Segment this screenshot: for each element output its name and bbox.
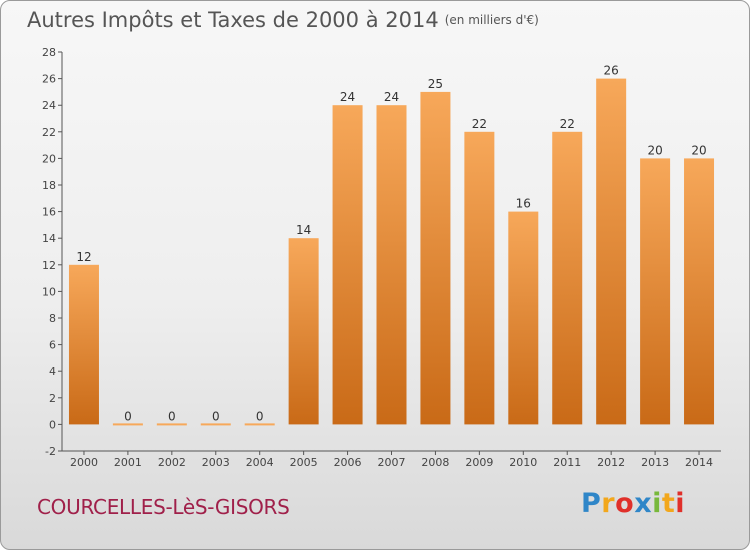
y-tick-label: -2 [45, 445, 56, 458]
bar [288, 238, 319, 425]
x-tick-label: 2000 [70, 456, 98, 469]
x-tick-label: 2010 [509, 456, 537, 469]
y-tick-label: 4 [49, 365, 56, 378]
data-label: 20 [647, 143, 662, 157]
title-text: Autres Impôts et Taxes de 2000 à 2014 [27, 8, 439, 32]
unit-label: (en milliers d'€) [444, 13, 539, 27]
bar [464, 131, 495, 425]
y-tick-label: 24 [42, 99, 56, 112]
y-tick-label: 6 [49, 339, 56, 352]
data-label: 26 [604, 64, 619, 78]
y-tick-label: 10 [42, 285, 56, 298]
bar [376, 105, 407, 425]
data-label: 0 [124, 409, 132, 423]
data-label: 0 [212, 409, 220, 423]
bar [68, 264, 99, 425]
x-tick-label: 2006 [334, 456, 362, 469]
x-tick-label: 2002 [158, 456, 186, 469]
chart-title: Autres Impôts et Taxes de 2000 à 2014 (en… [27, 8, 539, 32]
x-tick-label: 2008 [421, 456, 449, 469]
bar [552, 131, 583, 425]
logo-letter: x [634, 488, 653, 519]
x-tick-label: 2004 [246, 456, 274, 469]
logo-letter: r [601, 488, 616, 519]
data-label: 14 [296, 223, 311, 237]
data-label: 24 [384, 90, 399, 104]
y-tick-label: 16 [42, 206, 56, 219]
y-tick-label: 2 [49, 392, 56, 405]
data-label: 25 [428, 77, 443, 91]
bar [200, 423, 231, 426]
bar [640, 158, 671, 425]
bar [156, 423, 187, 426]
y-tick-label: 20 [42, 152, 56, 165]
town-name: COURCELLES-LèS-GISORS [37, 495, 290, 519]
data-label: 20 [691, 143, 706, 157]
logo-letter: o [615, 488, 635, 519]
proxiti-logo: Proxiti [581, 488, 685, 519]
x-tick-label: 2007 [378, 456, 406, 469]
y-tick-label: 12 [42, 259, 56, 272]
data-label: 24 [340, 90, 355, 104]
x-tick-label: 2009 [465, 456, 493, 469]
data-label: 12 [76, 250, 91, 264]
x-tick-label: 2005 [290, 456, 318, 469]
y-tick-label: 8 [49, 312, 56, 325]
bar [508, 211, 539, 425]
x-tick-label: 2001 [114, 456, 142, 469]
x-tick-label: 2013 [641, 456, 669, 469]
y-tick-label: 26 [42, 73, 56, 86]
logo-letter: t [661, 488, 676, 519]
x-tick-label: 2011 [553, 456, 581, 469]
bar [244, 423, 275, 426]
logo-letter: P [581, 488, 602, 519]
y-tick-label: 18 [42, 179, 56, 192]
y-tick-label: 28 [42, 46, 56, 59]
data-label: 0 [168, 409, 176, 423]
data-label: 16 [516, 197, 531, 211]
y-tick-label: 0 [49, 418, 56, 431]
bar [596, 78, 627, 425]
bar [332, 105, 363, 425]
x-tick-label: 2003 [202, 456, 230, 469]
y-tick-label: 14 [42, 232, 56, 245]
y-tick-label: 22 [42, 126, 56, 139]
bar [684, 158, 715, 425]
logo-letter: i [675, 488, 686, 519]
data-label: 22 [472, 117, 487, 131]
data-label: 22 [560, 117, 575, 131]
bar [112, 423, 143, 426]
bar [420, 91, 451, 425]
x-tick-label: 2014 [685, 456, 713, 469]
data-label: 0 [256, 409, 264, 423]
x-tick-label: 2012 [597, 456, 625, 469]
logo-letter: i [652, 488, 662, 519]
